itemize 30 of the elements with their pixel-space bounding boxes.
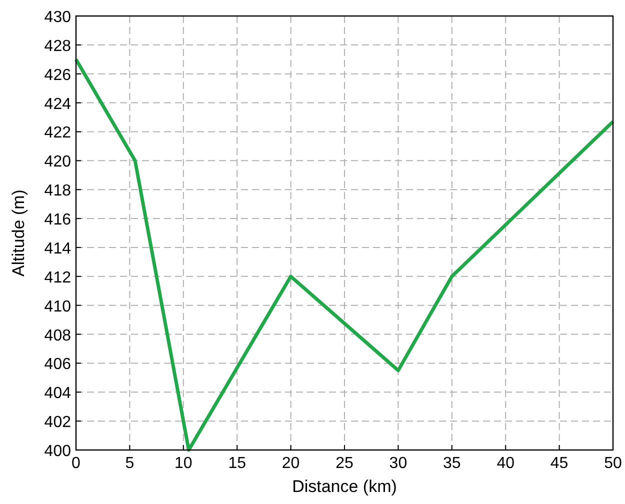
x-tick-label: 40 (496, 455, 515, 472)
y-tick-label: 410 (44, 298, 72, 316)
x-tick-label: 10 (174, 455, 192, 472)
x-tick-label: 35 (443, 455, 461, 472)
y-tick-label: 426 (44, 66, 72, 84)
y-tick-label: 408 (44, 327, 72, 344)
y-tick-label: 428 (44, 38, 72, 55)
y-axis-title: Altitude (m) (9, 190, 28, 276)
y-tick-label: 412 (44, 269, 72, 286)
y-tick-label: 422 (44, 124, 72, 142)
y-tick-label: 420 (44, 154, 72, 171)
y-tick-label: 414 (44, 240, 72, 258)
y-tick-label: 424 (44, 96, 72, 113)
y-tick-label: 416 (44, 212, 72, 229)
x-tick-label: 45 (550, 455, 568, 472)
y-tick-label: 400 (44, 443, 72, 460)
x-axis-title: Distance (km) (292, 477, 397, 496)
x-tick-label: 25 (336, 455, 354, 472)
x-tick-label: 20 (282, 455, 300, 472)
y-tick-label: 402 (44, 414, 72, 432)
y-tick-label: 404 (44, 385, 72, 402)
x-tick-label: 15 (228, 455, 246, 472)
y-tick-label: 430 (44, 9, 72, 26)
y-tick-label: 418 (44, 182, 72, 200)
x-tick-label: 0 (72, 455, 81, 472)
y-tick-label: 406 (44, 356, 72, 374)
x-tick-label: 30 (389, 455, 408, 472)
x-tick-label: 5 (125, 455, 134, 472)
line-series (74, 58, 615, 452)
x-tick-label: 50 (604, 455, 622, 472)
